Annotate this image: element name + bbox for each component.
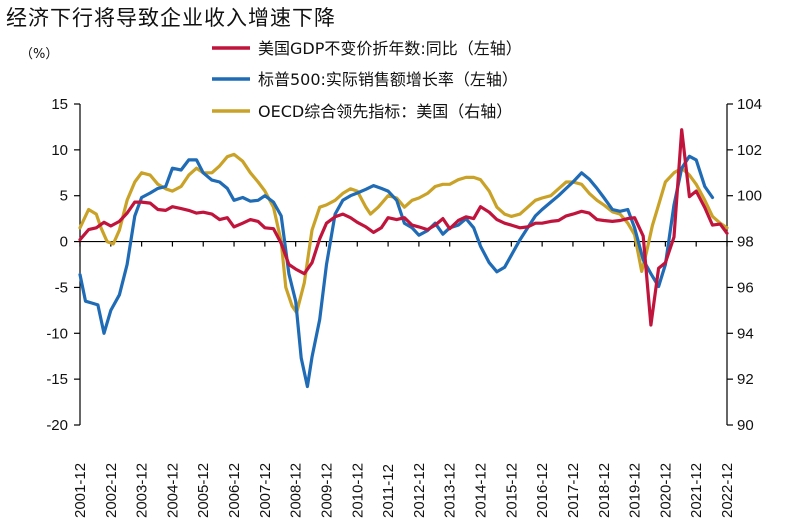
series-line-1 (78, 154, 715, 389)
left-axis-tick-label: -5 (55, 279, 68, 296)
x-axis-tick-label: 2007-12 (257, 463, 274, 518)
right-axis: 90 92 94 96 98 100 102 104 (726, 96, 762, 434)
x-axis-tick-label: 2005-12 (195, 463, 212, 518)
x-axis-tick-label: 2014-12 (473, 463, 490, 518)
left-axis-tick-label: -10 (46, 325, 68, 342)
right-axis-tick-label: 102 (737, 142, 762, 159)
left-axis-tick-label: -15 (46, 371, 68, 388)
left-axis-tick-label: 0 (60, 234, 68, 251)
x-axis-tick-label: 2001-12 (72, 463, 89, 518)
left-axis: -20 -15 -10 -5 0 5 10 15 (46, 96, 81, 434)
x-axis-tick-label: 2008-12 (288, 463, 305, 518)
series-line-2 (78, 152, 729, 315)
x-axis-tick-label: 2010-12 (349, 463, 366, 518)
x-axis-tick-label: 2015-12 (503, 463, 520, 518)
right-axis-tick-label: 94 (737, 325, 754, 342)
x-axis-tick-label: 2009-12 (318, 463, 335, 518)
x-axis-tick-label: 2004-12 (164, 463, 181, 518)
legend-label-2: OECD综合领先指标：美国（右轴） (258, 102, 512, 121)
left-axis-unit: （%） (20, 47, 58, 62)
x-axis-tick-label: 2019-12 (627, 463, 644, 518)
series-line-0 (78, 128, 729, 327)
right-axis-tick-label: 96 (737, 279, 754, 296)
x-axis-tick-label: 2016-12 (534, 463, 551, 518)
series-layer (78, 128, 729, 389)
x-axis-tick-label: 2006-12 (226, 463, 243, 518)
legend-label-1: 标普500:实际销售额增长率（左轴） (258, 70, 518, 89)
legend: 美国GDP不变价折年数:同比（左轴） 标普500:实际销售额增长率（左轴） OECD… (212, 39, 522, 121)
x-axis-tick-label: 2002-12 (103, 463, 120, 518)
left-axis-tick-label: 10 (51, 142, 68, 159)
x-axis-tick-label: 2003-12 (134, 463, 151, 518)
x-axis-tick-label: 2018-12 (596, 463, 613, 518)
right-axis-tick-label: 92 (737, 371, 754, 388)
x-axis-tick-label: 2022-12 (719, 463, 736, 518)
x-axis-tick-label: 2011-12 (380, 464, 397, 518)
x-axis-tick-label: 2017-12 (565, 463, 582, 518)
left-axis-tick-label: 5 (60, 188, 68, 205)
left-axis-tick-label: -20 (46, 417, 68, 434)
x-axis-tick-label: 2013-12 (442, 463, 459, 518)
page-title: 经济下行将导致企业收入增速下降 (6, 6, 336, 30)
x-axis-tick-label: 2020-12 (657, 463, 674, 518)
left-axis-tick-label: 15 (51, 96, 68, 113)
x-axis-tick-label: 2021-12 (688, 463, 705, 518)
legend-label-0: 美国GDP不变价折年数:同比（左轴） (258, 39, 522, 58)
right-axis-tick-label: 98 (737, 234, 754, 251)
x-axis: 2001-12 2002-12 2003-12 2004-12 2005-12 2006-… (72, 240, 736, 518)
right-axis-tick-label: 104 (737, 96, 762, 113)
right-axis-tick-label: 100 (737, 188, 762, 205)
right-axis-tick-label: 90 (737, 417, 754, 434)
x-axis-tick-label: 2012-12 (411, 463, 428, 518)
